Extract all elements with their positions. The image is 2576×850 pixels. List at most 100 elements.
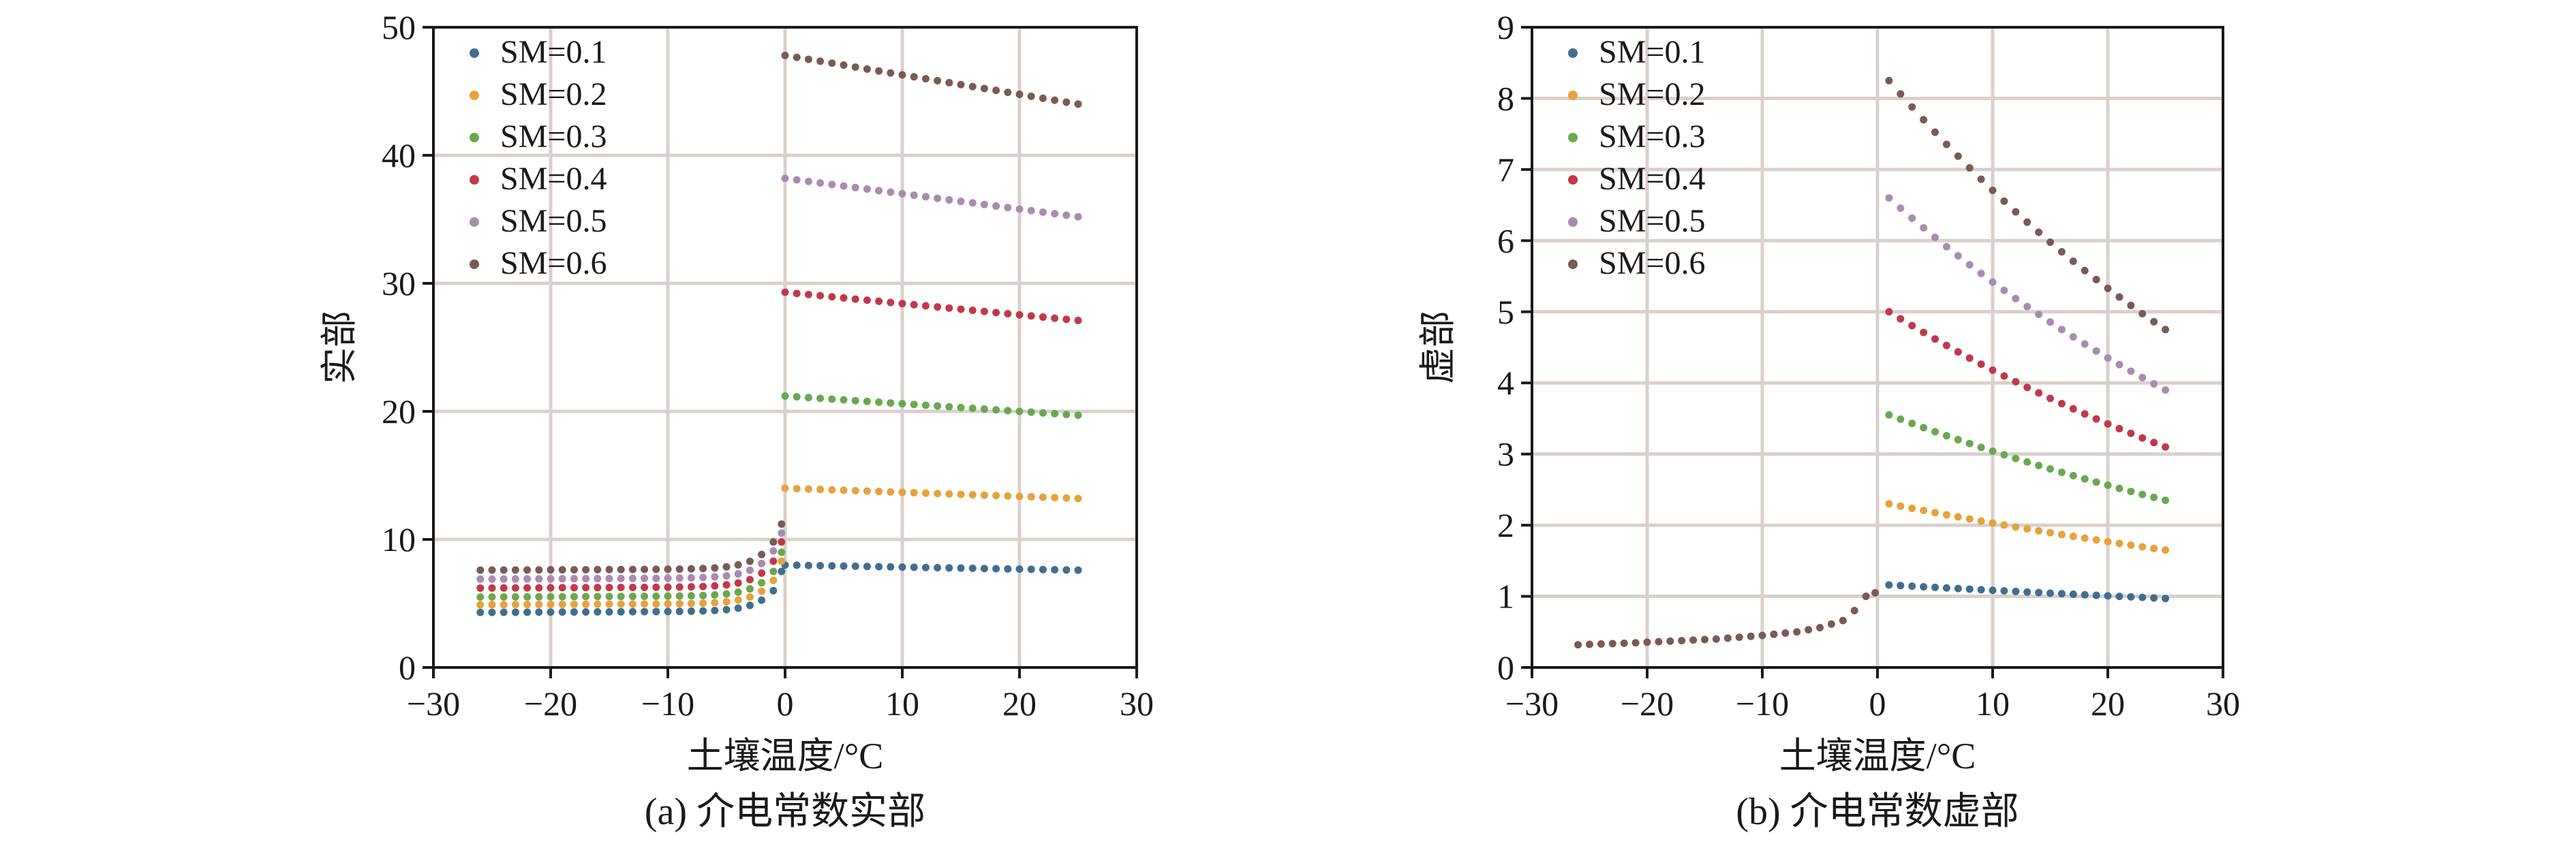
data-point (1977, 586, 1985, 594)
data-point (968, 404, 977, 412)
data-point (2000, 286, 2008, 294)
data-point (1897, 502, 1905, 510)
y-tick-label: 20 (382, 392, 416, 430)
data-point (1989, 366, 1997, 374)
legend-label: SM=0.6 (500, 245, 607, 281)
data-point (898, 71, 906, 79)
data-point (535, 601, 543, 609)
data-point (2127, 429, 2135, 437)
data-point (1747, 632, 1755, 640)
data-point (722, 590, 731, 598)
data-point (769, 547, 778, 555)
data-point (1735, 633, 1743, 642)
data-point (2115, 424, 2123, 432)
x-tick-label: 20 (1002, 684, 1037, 723)
data-point (1062, 566, 1071, 574)
data-point (2150, 380, 2158, 388)
data-point (2069, 471, 2077, 479)
data-point (968, 564, 977, 572)
data-point (2023, 588, 2031, 596)
data-point (1027, 408, 1035, 416)
data-point (887, 399, 895, 407)
data-point (2057, 590, 2066, 598)
data-point (934, 564, 942, 572)
y-tick-label: 0 (399, 648, 416, 687)
data-point (628, 608, 637, 616)
data-point (570, 593, 578, 601)
data-point (840, 61, 848, 69)
data-point (2000, 521, 2008, 529)
data-point (910, 300, 918, 309)
data-point (722, 598, 731, 606)
data-point (1942, 242, 1950, 251)
data-point (500, 584, 508, 592)
data-point (641, 600, 649, 608)
data-point (511, 601, 519, 609)
data-point (1074, 100, 1082, 108)
data-point (2035, 588, 2043, 597)
data-point (699, 565, 707, 573)
data-point (2115, 593, 2123, 601)
data-point (652, 574, 660, 582)
data-point (1977, 270, 1985, 278)
data-point (851, 183, 859, 191)
y-tick-label: 4 (1497, 364, 1514, 402)
data-point (699, 591, 707, 599)
data-point (875, 398, 883, 406)
data-point (664, 574, 672, 582)
data-point (1989, 186, 1997, 194)
data-point (734, 596, 742, 604)
data-point (2092, 478, 2100, 486)
data-point (2046, 394, 2054, 403)
data-point (687, 599, 695, 608)
data-point (840, 486, 848, 494)
data-point (828, 180, 836, 189)
data-point (898, 300, 906, 308)
data-point (828, 562, 836, 570)
data-point (793, 484, 801, 492)
data-point (570, 600, 578, 608)
data-point (2092, 591, 2100, 599)
data-point (1074, 566, 1082, 574)
data-point (511, 575, 519, 583)
data-point (828, 395, 836, 403)
data-point (641, 593, 649, 601)
data-point (816, 179, 825, 187)
data-point (875, 488, 883, 496)
data-point (2162, 546, 2169, 554)
data-point (2035, 228, 2043, 236)
data-point (652, 600, 660, 608)
data-point (594, 584, 602, 592)
data-point (641, 583, 649, 591)
data-point (2104, 284, 2112, 292)
data-point (488, 575, 496, 583)
data-point (910, 73, 918, 81)
data-point (934, 77, 942, 85)
data-point (1908, 582, 1916, 591)
data-point (1004, 492, 1012, 500)
data-point (2104, 482, 2112, 490)
data-point (2035, 389, 2043, 397)
data-point (1920, 328, 1928, 336)
data-point (535, 593, 543, 601)
data-point (664, 592, 672, 600)
data-point (778, 538, 786, 546)
data-point (1074, 411, 1082, 420)
chart-caption: (a) 介电常数实部 (645, 791, 925, 833)
data-point (605, 565, 613, 573)
data-point (769, 567, 778, 576)
data-point (804, 290, 812, 298)
data-point (1723, 634, 1732, 642)
legend-label: SM=0.1 (1599, 34, 1705, 70)
data-point (1897, 90, 1905, 98)
data-point (1885, 194, 1893, 202)
data-point (1597, 640, 1605, 648)
data-point (594, 593, 602, 601)
data-point (1862, 593, 1870, 601)
legend-label: SM=0.6 (1599, 245, 1705, 281)
data-point (2115, 293, 2123, 301)
data-point (2162, 386, 2169, 394)
x-tick-label: 30 (2206, 684, 2240, 723)
data-point (488, 601, 496, 609)
data-point (2012, 378, 2020, 386)
